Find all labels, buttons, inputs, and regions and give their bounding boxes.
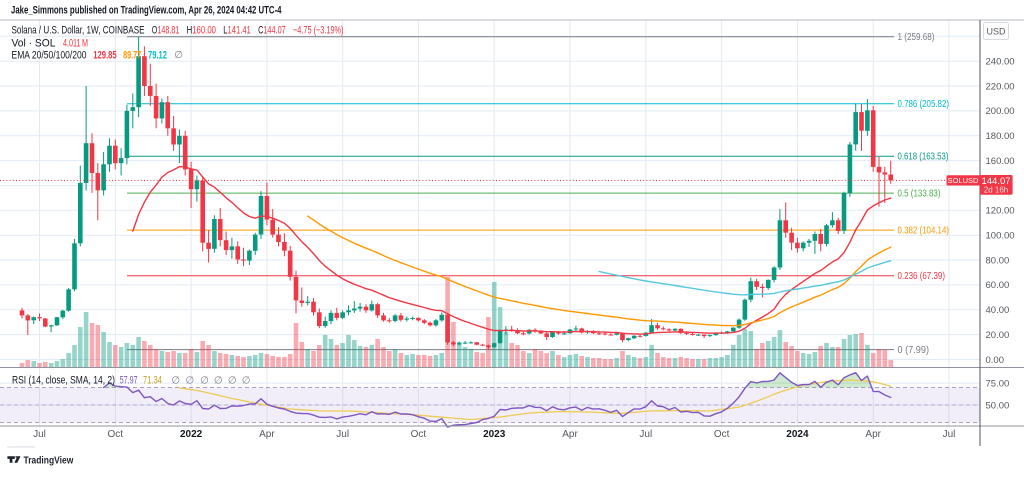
svg-text:Jake_Simmons published on Trad: Jake_Simmons published on TradingView.co… [11,5,282,17]
svg-text:2022: 2022 [180,429,203,440]
svg-text:RSI (14, close, SMA, 14, 2): RSI (14, close, SMA, 14, 2) [12,375,115,387]
svg-text:180.00: 180.00 [986,131,1015,142]
svg-text:0.236 (67.39): 0.236 (67.39) [898,271,946,282]
svg-text:0 (7.99): 0 (7.99) [898,345,930,356]
svg-text:∅: ∅ [171,375,180,386]
svg-text:Vol · SOL: Vol · SOL [12,38,56,50]
svg-text:Jul: Jul [33,429,46,440]
svg-text:200.00: 200.00 [986,106,1015,117]
svg-text:80.00: 80.00 [986,255,1010,266]
svg-text:100.00: 100.00 [986,231,1015,242]
svg-text:−4.75 (−3.19%): −4.75 (−3.19%) [293,24,344,36]
svg-text:2024: 2024 [786,429,809,440]
svg-text:0.5 (133.83): 0.5 (133.83) [898,189,941,200]
svg-text:∅: ∅ [174,50,183,61]
svg-text:∅: ∅ [186,375,195,386]
svg-text:TradingView: TradingView [24,454,74,466]
svg-text:Jul: Jul [336,429,349,440]
svg-text:240.00: 240.00 [986,57,1015,68]
svg-text:L141.41: L141.41 [223,24,250,36]
svg-text:2d 16h: 2d 16h [984,185,1008,194]
svg-text:USD: USD [986,27,1006,37]
svg-text:120.00: 120.00 [986,206,1015,217]
svg-text:0.00: 0.00 [986,355,1005,366]
svg-text:Jul: Jul [943,429,956,440]
svg-text:71.34: 71.34 [143,375,162,387]
svg-text:Oct: Oct [411,429,427,440]
svg-text:129.85: 129.85 [93,49,116,61]
svg-text:O148.81: O148.81 [152,24,180,36]
svg-text:Oct: Oct [108,429,124,440]
svg-text:C144.07: C144.07 [258,24,286,36]
svg-text:∅: ∅ [242,375,251,386]
svg-text:1 (259.68): 1 (259.68) [898,32,935,43]
svg-text:0.618 (163.53): 0.618 (163.53) [898,152,949,163]
svg-text:Jul: Jul [639,429,652,440]
svg-text:50.00: 50.00 [986,400,1010,411]
svg-text:∅: ∅ [228,375,237,386]
svg-text:160.00: 160.00 [986,156,1015,167]
svg-text:20.00: 20.00 [986,330,1010,341]
svg-text:∅: ∅ [214,375,223,386]
svg-text:0.786 (205.82): 0.786 (205.82) [898,99,950,110]
svg-text:57.97: 57.97 [120,375,138,387]
svg-text:Apr: Apr [259,429,275,440]
svg-text:89.77: 89.77 [123,49,141,61]
svg-text:2023: 2023 [483,429,506,440]
svg-text:Solana / U.S. Dollar, 1W, COIN: Solana / U.S. Dollar, 1W, COINBASE [12,24,145,36]
svg-text:75.00: 75.00 [986,378,1010,389]
svg-text:Oct: Oct [714,429,730,440]
svg-text:Apr: Apr [865,429,881,440]
svg-text:H160.00: H160.00 [187,24,216,36]
svg-text:0.382 (104.14): 0.382 (104.14) [898,226,950,237]
svg-text:220.00: 220.00 [986,81,1015,92]
svg-text:4.011 M: 4.011 M [63,38,88,50]
svg-text:60.00: 60.00 [986,280,1010,291]
svg-text:Apr: Apr [562,429,578,440]
svg-text:40.00: 40.00 [986,305,1010,316]
svg-text:79.12: 79.12 [148,49,167,61]
svg-text:SOLUSD: SOLUSD [948,176,979,185]
svg-text:∅: ∅ [200,375,209,386]
svg-text:144.07: 144.07 [981,176,1010,187]
svg-text:EMA 20/50/100/200: EMA 20/50/100/200 [12,49,87,61]
